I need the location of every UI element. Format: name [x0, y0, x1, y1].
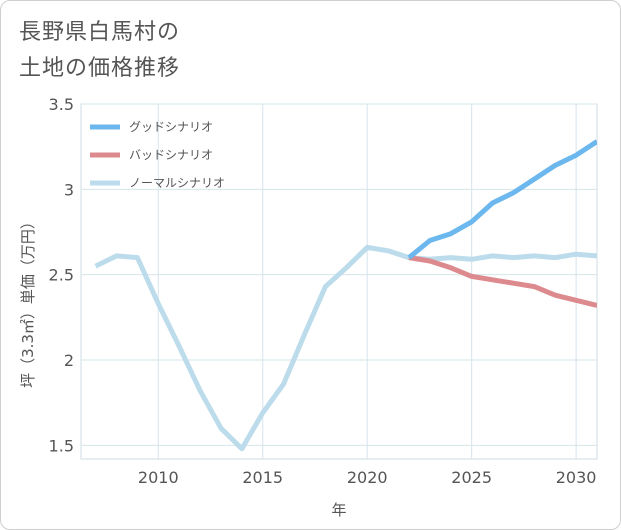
series-line-1 [408, 255, 597, 308]
x-axis-label: 年 [331, 501, 346, 519]
y-tick-label: 1.5 [49, 436, 74, 455]
x-tick-label: 2025 [451, 468, 492, 487]
y-axis-label: 坪（3.3㎡）単価（万円） [19, 214, 37, 388]
series-line-0 [407, 139, 597, 260]
chart-title-line-1: 長野県白馬村の [19, 20, 181, 45]
series-line-2 [94, 244, 597, 452]
y-tick-label: 2.5 [49, 266, 74, 285]
y-tick-labels: 1.5 2 2.5 3 3.5 [49, 95, 74, 455]
chart-title-line-2: 土地の価格推移 [19, 56, 181, 81]
legend-label: グッドシナリオ [129, 120, 213, 134]
x-tick-label: 2020 [347, 468, 388, 487]
x-tick-label: 2015 [242, 468, 283, 487]
x-tick-label: 2010 [138, 468, 179, 487]
series-lines [94, 139, 597, 452]
chart-title: 長野県白馬村の 土地の価格推移 [19, 15, 180, 87]
y-tick-label: 2 [64, 351, 74, 370]
x-tick-labels: 2010 2015 2020 2025 2030 [138, 468, 597, 487]
legend-label: ノーマルシナリオ [129, 176, 225, 190]
y-tick-label: 3 [64, 180, 74, 199]
y-tick-label: 3.5 [49, 95, 74, 114]
x-tick-label: 2030 [556, 468, 597, 487]
legend-label: バッドシナリオ [129, 148, 213, 162]
